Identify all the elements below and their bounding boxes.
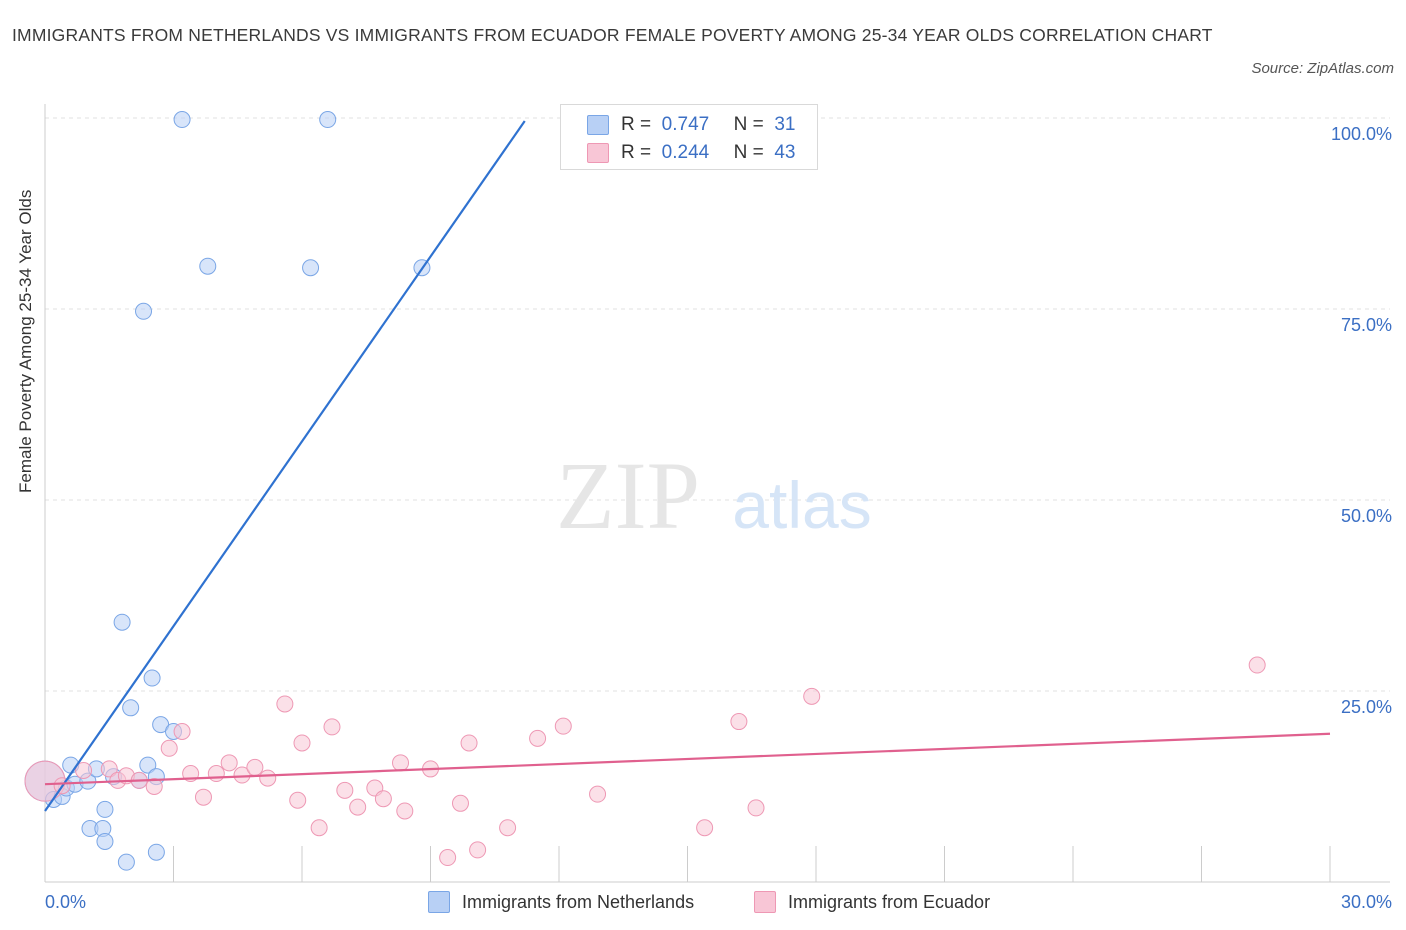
legend-r-value-netherlands: 0.747 — [661, 114, 710, 135]
point-netherlands — [122, 699, 140, 717]
correlation-legend: R = 0.747 N = 31 R = 0.244 N = 43 — [560, 104, 818, 170]
point-ecuador — [233, 766, 251, 784]
chart-title: IMMIGRANTS FROM NETHERLANDS VS IMMIGRANT… — [12, 25, 1213, 45]
point-ecuador — [349, 798, 367, 816]
trend-line-ecuador — [44, 732, 1331, 786]
trend-lines — [44, 120, 1331, 812]
point-netherlands — [319, 111, 337, 129]
point-ecuador — [289, 791, 307, 809]
point-ecuador — [396, 802, 414, 820]
point-netherlands — [199, 257, 217, 275]
point-ecuador — [392, 754, 410, 772]
point-ecuador — [439, 849, 457, 867]
gridlines — [45, 117, 1390, 692]
x-tick-label-max: 30.0% — [1341, 892, 1392, 912]
source-label: Source: ZipAtlas.com — [1251, 60, 1394, 77]
legend-r-label: R = — [621, 114, 652, 135]
legend-swatch-netherlands — [587, 115, 609, 135]
point-ecuador — [194, 788, 212, 806]
point-netherlands — [143, 669, 161, 687]
watermark-atlas: atlas — [732, 468, 871, 542]
legend-swatch-ecuador — [587, 143, 609, 163]
legend-r-value-ecuador: 0.244 — [661, 142, 710, 163]
point-ecuador — [259, 769, 277, 787]
legend-row-netherlands: R = 0.747 N = 31 — [587, 111, 795, 139]
bottom-legend-label-ecuador: Immigrants from Ecuador — [788, 891, 991, 912]
point-netherlands — [173, 111, 191, 129]
point-ecuador — [207, 765, 225, 783]
point-ecuador — [336, 781, 354, 799]
watermark-zip: ZIP — [556, 442, 700, 549]
bottom-legend-netherlands: Immigrants from Netherlands — [428, 888, 694, 916]
legend-n-label: N = — [733, 142, 764, 163]
point-ecuador — [323, 718, 341, 736]
point-ecuador — [1248, 656, 1266, 674]
point-ecuador — [100, 760, 118, 778]
axes — [44, 104, 1390, 883]
legend-n-label: N = — [733, 114, 764, 135]
tick-labels: 25.0% 50.0% 75.0% 100.0% 0.0% 30.0% — [45, 124, 1392, 912]
bottom-legend-label-netherlands: Immigrants from Netherlands — [462, 891, 695, 912]
point-ecuador — [460, 734, 478, 752]
legend-n-value-ecuador: 43 — [774, 142, 796, 163]
point-ecuador — [293, 734, 311, 752]
trend-line-netherlands — [44, 120, 526, 812]
point-netherlands — [96, 833, 114, 851]
point-ecuador — [803, 687, 821, 705]
x-tick-label-min: 0.0% — [45, 892, 86, 912]
point-ecuador — [75, 761, 93, 779]
point-ecuador — [451, 794, 469, 812]
point-ecuador — [374, 790, 392, 808]
point-netherlands — [139, 756, 157, 774]
point-ecuador — [310, 819, 328, 837]
point-netherlands — [117, 853, 135, 871]
bottom-legend-swatch-ecuador — [754, 891, 776, 913]
bottom-legend-ecuador: Immigrants from Ecuador — [754, 888, 990, 916]
point-ecuador — [469, 841, 487, 859]
point-netherlands — [96, 800, 114, 818]
point-ecuador — [696, 819, 714, 837]
point-ecuador — [499, 819, 517, 837]
legend-r-label: R = — [621, 142, 652, 163]
y-tick-label: 25.0% — [1341, 697, 1392, 717]
point-ecuador — [173, 722, 191, 740]
y-tick-label: 50.0% — [1341, 506, 1392, 526]
point-netherlands — [113, 613, 131, 631]
point-ecuador — [145, 778, 163, 795]
point-netherlands — [135, 302, 153, 320]
point-ecuador — [529, 729, 547, 747]
point-ecuador — [554, 717, 572, 735]
watermark: ZIP atlas — [556, 442, 872, 549]
point-ecuador — [730, 713, 748, 731]
point-ecuador — [246, 758, 264, 776]
point-netherlands — [302, 259, 320, 277]
legend-row-ecuador: R = 0.244 N = 43 — [587, 139, 795, 167]
y-tick-label: 100.0% — [1331, 124, 1392, 144]
bottom-legend-swatch-netherlands — [428, 891, 450, 913]
y-tick-label: 75.0% — [1341, 315, 1392, 335]
legend-n-value-netherlands: 31 — [774, 114, 796, 135]
point-ecuador — [276, 695, 294, 713]
point-ecuador — [160, 739, 178, 757]
y-axis-label: Female Poverty Among 25-34 Year Olds — [16, 189, 35, 493]
point-ecuador — [589, 785, 607, 803]
point-ecuador — [747, 799, 765, 817]
point-netherlands — [147, 843, 165, 861]
point-ecuador — [220, 754, 238, 772]
